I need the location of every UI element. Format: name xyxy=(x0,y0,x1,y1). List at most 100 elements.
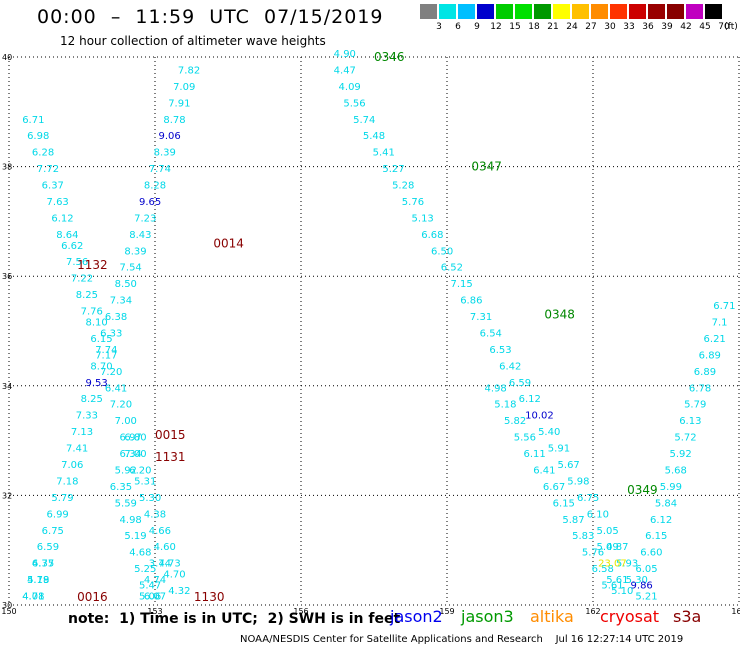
wave-height-label: 4.08 xyxy=(22,592,44,603)
wave-height-label: 5.47 xyxy=(139,581,161,592)
wave-height-label: 5.19 xyxy=(124,531,146,542)
wave-height-label: 6.50 xyxy=(431,246,453,257)
wave-height-label: 5.82 xyxy=(504,416,526,427)
wave-height-label: 6.42 xyxy=(499,361,521,372)
wave-height-label: 5.74 xyxy=(353,115,375,126)
wave-height-label: 5.27 xyxy=(382,164,404,175)
wave-height-label: 8.10 xyxy=(85,318,107,329)
legend-label: 12 xyxy=(490,22,502,32)
wave-height-label: 5.67 xyxy=(558,460,580,471)
x-tick-label: 159 xyxy=(439,607,454,616)
wave-height-label: 5.10 xyxy=(611,586,633,597)
wave-height-label: 6.15 xyxy=(90,334,112,345)
wave-height-label: 4.90 xyxy=(334,49,356,60)
y-tick-label: 38 xyxy=(2,163,12,172)
wave-height-label: 4.77 xyxy=(32,559,54,570)
pass-time-label: 0348 xyxy=(544,308,575,322)
wave-height-label: 5.92 xyxy=(115,465,137,476)
legend-swatch xyxy=(515,4,532,19)
wave-height-label: 7.56 xyxy=(66,257,88,268)
pass-time-label: 1132 xyxy=(77,258,108,272)
wave-height-label: 5.61 xyxy=(601,581,623,592)
legend-label: 30 xyxy=(604,22,616,32)
wave-height-label: 7.00 xyxy=(124,449,146,460)
wave-height-label: 6.15 xyxy=(645,531,667,542)
wave-height-label: 5.56 xyxy=(343,98,365,109)
legend-swatch xyxy=(610,4,627,19)
wave-height-label: 6.15 xyxy=(553,498,575,509)
wave-height-label: 6.13 xyxy=(679,416,701,427)
wave-height-label: 7.23 xyxy=(134,213,156,224)
wave-height-label: 6.41 xyxy=(105,383,127,394)
wave-height-label: 5.30 xyxy=(626,575,648,586)
wave-height-label: 5.28 xyxy=(392,181,414,192)
sat-label-jason3: jason3 xyxy=(461,607,514,626)
chart-title: 00:00 – 11:59 UTC 07/15/2019 xyxy=(37,6,384,28)
wave-height-label: 6.67 xyxy=(543,482,565,493)
pass-time-label: 0346 xyxy=(374,50,405,64)
wave-height-label: 6.68 xyxy=(421,230,443,241)
wave-height-label: 6.62 xyxy=(61,241,83,252)
legend-label: 18 xyxy=(528,22,540,32)
legend-swatch xyxy=(686,4,703,19)
wave-height-label: 5.93 xyxy=(616,559,638,570)
wave-height-label: 6.78 xyxy=(689,383,711,394)
wave-height-label: 9.65 xyxy=(139,197,161,208)
wave-height-label: 6.21 xyxy=(704,334,726,345)
wave-height-label: 8.78 xyxy=(163,115,185,126)
wave-height-label: 5.79 xyxy=(684,400,706,411)
sat-label-s3a: s3a xyxy=(673,607,702,626)
wave-height-label: 6.53 xyxy=(489,345,511,356)
wave-height-label: 6.28 xyxy=(32,148,54,159)
legend-swatch xyxy=(534,4,551,19)
wave-height-label: 7.18 xyxy=(56,476,78,487)
legend-swatch xyxy=(705,4,722,19)
wave-height-label: 7.22 xyxy=(71,274,93,285)
wave-height-label: 5.98 xyxy=(567,476,589,487)
wave-height-label: 7.72 xyxy=(37,164,59,175)
x-tick-label: 156 xyxy=(293,607,308,616)
wave-height-label: 9.86 xyxy=(631,581,653,592)
wave-height-label: 7.74 xyxy=(95,345,117,356)
wave-height-label: 7.33 xyxy=(76,411,98,422)
wave-height-label: 4.98 xyxy=(485,383,507,394)
sat-label-cryosat: cryosat xyxy=(600,607,660,626)
wave-height-label: 6.33 xyxy=(100,328,122,339)
wave-height-label: 6.89 xyxy=(694,367,716,378)
pass-time-label: 0015 xyxy=(155,428,186,442)
x-tick-label: 153 xyxy=(147,607,162,616)
legend-label: 6 xyxy=(455,22,461,32)
wave-height-label: 5.59 xyxy=(115,498,137,509)
wave-height-label: 8.28 xyxy=(144,181,166,192)
wave-height-label: 7.09 xyxy=(173,82,195,93)
wave-height-label: 6.12 xyxy=(519,394,541,405)
wave-height-label: 4.79 xyxy=(27,575,49,586)
legend-swatch xyxy=(477,4,494,19)
pass-time-label: 0347 xyxy=(471,160,502,174)
wave-height-label: 4.47 xyxy=(334,65,356,76)
legend-label: 33 xyxy=(623,22,635,32)
wave-height-label: 6.12 xyxy=(650,515,672,526)
wave-height-label: 5.72 xyxy=(674,433,696,444)
wave-height-label: 7.13 xyxy=(71,427,93,438)
wave-height-label: 4.68 xyxy=(129,548,151,559)
chart-subtitle: 12 hour collection of altimeter wave hei… xyxy=(60,34,326,48)
wave-height-label: 6.75 xyxy=(42,526,64,537)
legend-swatch xyxy=(667,4,684,19)
wave-height-label: 6.10 xyxy=(587,509,609,520)
wave-height-label: 5.56 xyxy=(514,433,536,444)
wave-height-label: 7.82 xyxy=(178,65,200,76)
sat-label-jason2: jason2 xyxy=(390,607,443,626)
wave-height-label: 3.74 xyxy=(149,559,171,570)
wave-height-label: 5.05 xyxy=(596,526,618,537)
wave-height-label: 5.18 xyxy=(494,400,516,411)
wave-height-label: 6.12 xyxy=(51,213,73,224)
wave-height-label: 6.80 xyxy=(124,433,146,444)
wave-height-label: 7.54 xyxy=(120,263,142,274)
x-tick-label: 165 xyxy=(731,607,740,616)
wave-height-label: 6.54 xyxy=(480,328,502,339)
x-tick-label: 162 xyxy=(585,607,600,616)
wave-height-label: 23.07 xyxy=(598,559,627,570)
legend-swatch xyxy=(496,4,513,19)
wave-height-label: 5.99 xyxy=(660,482,682,493)
